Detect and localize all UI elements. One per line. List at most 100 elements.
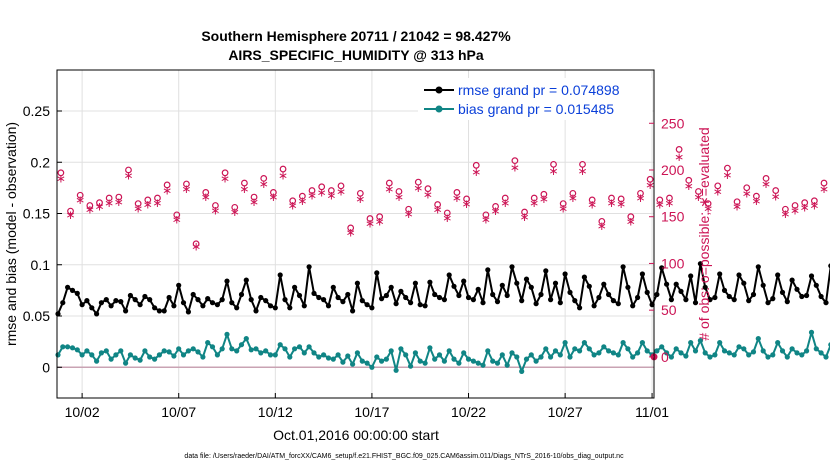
evaluated-marker: ∗ — [423, 187, 433, 201]
series-1-point — [152, 356, 158, 362]
series-1-point — [475, 360, 481, 366]
y-tick-label-4: 0.2 — [31, 154, 51, 170]
possible-marker — [627, 213, 635, 221]
series-0-point — [717, 271, 723, 277]
y-tick-label-2: 0.1 — [31, 257, 51, 273]
series-1-point — [340, 359, 346, 365]
series-0-point — [461, 278, 467, 284]
series-1-point — [171, 353, 177, 359]
series-0-point — [480, 300, 486, 306]
series-0-point — [108, 303, 114, 309]
evaluated-marker: ∗ — [220, 172, 230, 186]
evaluated-marker: ∗ — [587, 198, 597, 212]
series-0-point — [721, 287, 728, 293]
series-0-point — [625, 284, 631, 290]
possible-marker — [559, 200, 567, 208]
series-1-point — [108, 356, 114, 362]
possible-marker — [221, 169, 229, 177]
series-1-point — [301, 350, 307, 356]
series-1-point — [533, 358, 539, 364]
possible-marker — [337, 182, 345, 190]
series-1-point — [707, 354, 713, 360]
series-0-point — [219, 297, 225, 303]
possible-marker — [163, 181, 171, 189]
possible-marker — [134, 200, 142, 208]
series-1-point — [306, 344, 312, 350]
series-1-point — [441, 358, 447, 364]
evaluated-marker: ∗ — [616, 197, 626, 211]
possible-marker — [212, 202, 219, 209]
series-0-point — [523, 276, 530, 282]
series-1-point — [205, 340, 211, 346]
series-1-point — [779, 348, 786, 354]
evaluated-marker: ∗ — [249, 195, 259, 209]
series-1-point — [84, 348, 90, 354]
series-1-point — [620, 340, 626, 346]
possible-marker — [376, 213, 384, 221]
series-1-point — [683, 353, 689, 359]
series-1-point — [514, 354, 520, 360]
series-1-point — [610, 350, 617, 356]
series-1-point — [456, 360, 462, 366]
possible-marker — [105, 194, 113, 202]
series-1-point — [185, 348, 191, 354]
series-1-point — [393, 367, 399, 373]
legend-bias-label: bias grand pr = 0.015485 — [458, 101, 614, 117]
series-0-point — [436, 294, 443, 301]
possible-marker — [472, 161, 480, 169]
series-0-point — [712, 294, 718, 301]
possible-marker — [414, 178, 422, 186]
series-1-point — [364, 360, 370, 366]
series-1-point — [412, 350, 418, 356]
series-0-point — [422, 303, 428, 309]
possible-marker — [743, 184, 751, 192]
series-1-point — [123, 360, 129, 366]
series-1-point — [712, 352, 718, 358]
series-0-point — [528, 284, 534, 290]
series-0-point — [548, 297, 554, 303]
series-0-point — [98, 300, 104, 306]
series-1-point — [156, 352, 162, 358]
series-1-point — [321, 352, 327, 358]
x-axis-label: Oct.01,2016 00:00:00 start — [273, 427, 439, 443]
evaluated-marker: ∗ — [85, 202, 95, 216]
series-1-point — [461, 350, 467, 356]
evaluated-marker: ∗ — [413, 181, 423, 195]
evaluated-marker: ∗ — [722, 168, 732, 182]
series-1-point — [543, 346, 549, 352]
evaluated-marker: ∗ — [568, 191, 578, 205]
series-0-point — [267, 303, 274, 309]
legend-rmse-label: rmse grand pr = 0.074898 — [458, 82, 620, 98]
series-1-point — [350, 361, 356, 367]
series-1-point — [417, 358, 423, 364]
series-0-point — [746, 298, 752, 304]
series-0-point — [519, 298, 525, 304]
series-0-point — [306, 264, 312, 270]
evaluated-marker: ∗ — [307, 188, 317, 202]
possible-marker — [96, 199, 103, 207]
possible-marker — [820, 179, 828, 187]
evaluated-marker: ∗ — [201, 190, 211, 204]
series-1-point — [639, 340, 646, 346]
series-0-point — [451, 283, 457, 289]
evaluated-marker: ∗ — [433, 202, 443, 216]
series-0-point — [330, 284, 336, 290]
series-0-point — [369, 305, 375, 311]
y2-tick-label-5: 250 — [661, 115, 685, 131]
series-1-point — [630, 354, 636, 360]
evaluated-marker: ∗ — [288, 199, 298, 213]
chart-subtitle: AIRS_SPECIFIC_HUMIDITY @ 313 hPa — [228, 47, 484, 63]
evaluated-marker: ∗ — [326, 188, 336, 202]
series-1-point — [60, 344, 66, 350]
possible-marker — [598, 217, 606, 225]
series-1-point — [794, 350, 800, 356]
series-1-point — [180, 352, 187, 358]
evaluated-marker: ∗ — [761, 177, 771, 191]
series-0-point — [804, 292, 810, 299]
series-0-point — [359, 298, 365, 304]
series-0-point — [789, 277, 795, 283]
series-1-point — [142, 348, 148, 354]
series-1-point — [229, 346, 235, 352]
evaluated-marker: ∗ — [152, 196, 162, 210]
possible-marker — [511, 157, 519, 165]
